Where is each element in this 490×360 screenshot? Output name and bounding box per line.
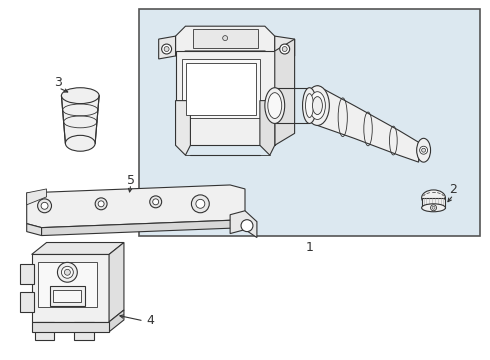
Ellipse shape [306, 94, 314, 117]
Polygon shape [275, 39, 294, 145]
Ellipse shape [421, 204, 445, 212]
Ellipse shape [313, 96, 322, 114]
Polygon shape [230, 211, 257, 238]
Circle shape [95, 198, 107, 210]
Polygon shape [26, 189, 47, 205]
Bar [139, 9, 480, 235]
Bar [194, 29, 258, 48]
Circle shape [280, 44, 290, 54]
Ellipse shape [265, 88, 285, 123]
Text: 2: 2 [449, 184, 457, 197]
Circle shape [98, 201, 104, 207]
Circle shape [432, 206, 435, 209]
Bar [20, 264, 34, 284]
Polygon shape [175, 51, 275, 145]
Ellipse shape [310, 92, 325, 120]
Polygon shape [109, 310, 124, 332]
Polygon shape [42, 220, 245, 235]
Circle shape [282, 46, 287, 51]
Bar [53, 290, 81, 302]
Polygon shape [26, 185, 245, 228]
Bar [49, 286, 85, 306]
Ellipse shape [268, 93, 282, 118]
Polygon shape [61, 96, 99, 143]
Bar [32, 322, 109, 332]
Bar [20, 292, 34, 312]
Ellipse shape [61, 88, 99, 104]
Ellipse shape [302, 88, 317, 123]
Ellipse shape [65, 135, 95, 151]
Circle shape [192, 195, 209, 213]
Bar [182, 59, 260, 118]
Polygon shape [32, 243, 124, 255]
Ellipse shape [306, 86, 329, 125]
Text: 4: 4 [147, 314, 155, 327]
Circle shape [150, 196, 162, 208]
Polygon shape [275, 36, 294, 56]
Text: 5: 5 [127, 174, 135, 186]
Ellipse shape [416, 138, 431, 162]
Polygon shape [175, 100, 191, 155]
Circle shape [41, 202, 48, 209]
Ellipse shape [421, 190, 445, 206]
Polygon shape [318, 86, 418, 162]
Polygon shape [26, 224, 42, 235]
Circle shape [162, 44, 172, 54]
Circle shape [61, 266, 74, 278]
Polygon shape [260, 100, 275, 155]
Circle shape [421, 148, 426, 152]
Circle shape [153, 199, 159, 205]
Text: 1: 1 [306, 241, 314, 254]
Polygon shape [109, 243, 124, 322]
Circle shape [222, 36, 228, 41]
Bar [32, 255, 109, 322]
Circle shape [419, 146, 428, 154]
Polygon shape [175, 26, 275, 56]
Bar [38, 262, 97, 307]
Bar [74, 322, 94, 340]
Circle shape [196, 199, 205, 208]
Bar [421, 198, 445, 208]
Circle shape [38, 199, 51, 213]
Bar [35, 322, 54, 340]
Polygon shape [159, 36, 175, 59]
Circle shape [220, 33, 230, 43]
Text: 3: 3 [54, 76, 62, 89]
Bar [187, 63, 256, 114]
Circle shape [241, 220, 253, 231]
Circle shape [431, 205, 437, 211]
Circle shape [57, 262, 77, 282]
Circle shape [164, 46, 169, 51]
Circle shape [64, 269, 71, 275]
